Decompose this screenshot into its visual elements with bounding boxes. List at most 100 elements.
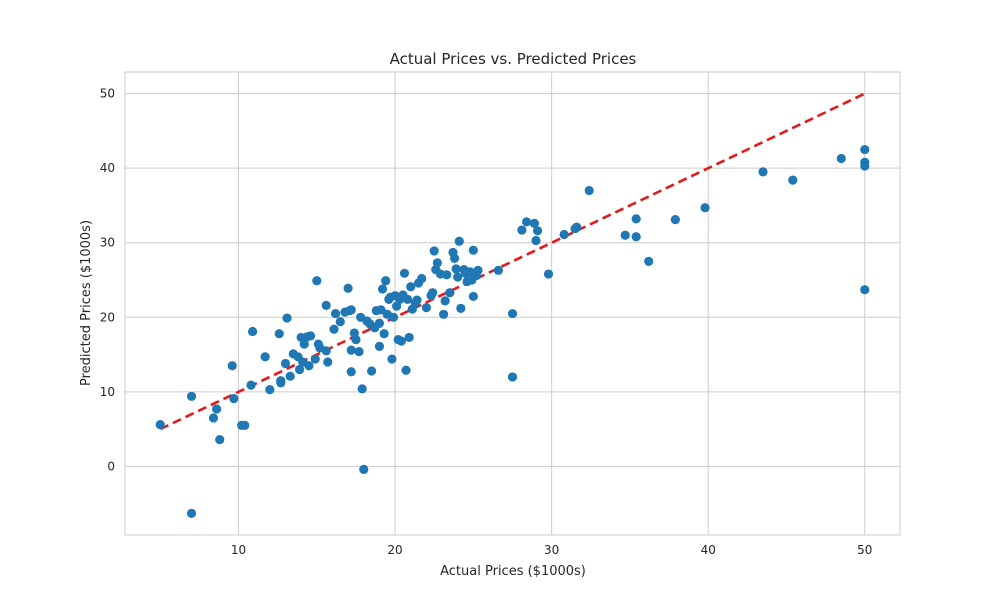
data-point bbox=[374, 318, 385, 328]
reference-line bbox=[159, 92, 866, 431]
y-tick-label: 0 bbox=[107, 459, 115, 473]
data-point bbox=[388, 312, 399, 322]
y-tick-label: 20 bbox=[100, 310, 115, 324]
data-point bbox=[449, 253, 460, 263]
data-point bbox=[354, 346, 364, 357]
data-point bbox=[343, 283, 353, 293]
data-point bbox=[240, 420, 250, 431]
data-point bbox=[432, 258, 442, 268]
data-point bbox=[440, 296, 450, 306]
data-point bbox=[532, 226, 543, 236]
data-point bbox=[310, 354, 320, 364]
data-point bbox=[374, 341, 385, 351]
data-point bbox=[248, 326, 258, 337]
data-point bbox=[543, 269, 554, 279]
data-point bbox=[631, 232, 641, 242]
data-point bbox=[351, 335, 361, 345]
data-point bbox=[227, 361, 237, 371]
data-point bbox=[456, 303, 466, 313]
data-point bbox=[559, 229, 569, 240]
x-tick-label: 40 bbox=[701, 543, 716, 557]
data-point bbox=[417, 273, 427, 284]
data-point bbox=[521, 217, 532, 227]
data-point bbox=[439, 309, 449, 319]
data-point bbox=[453, 272, 463, 282]
y-tick-label: 40 bbox=[100, 161, 115, 175]
x-tick-label: 30 bbox=[544, 543, 559, 557]
data-point bbox=[285, 371, 295, 381]
data-point bbox=[211, 404, 222, 414]
data-point bbox=[670, 215, 680, 225]
data-point bbox=[346, 345, 356, 355]
reference-line-group bbox=[159, 92, 866, 431]
data-point bbox=[335, 317, 345, 327]
data-point bbox=[215, 434, 225, 445]
data-point bbox=[186, 508, 197, 518]
data-point bbox=[357, 384, 367, 394]
y-axis-label: Predicted Prices ($1000s) bbox=[79, 220, 94, 386]
data-point bbox=[403, 294, 413, 304]
data-point bbox=[860, 144, 870, 155]
data-point bbox=[346, 305, 356, 315]
data-point bbox=[366, 366, 377, 376]
data-point bbox=[644, 256, 654, 266]
y-tick-labels: 0 10 20 30 40 50 bbox=[100, 87, 115, 474]
y-tick-label: 10 bbox=[100, 385, 115, 399]
data-point bbox=[451, 264, 461, 274]
data-point bbox=[321, 300, 331, 310]
data-point bbox=[401, 365, 411, 375]
data-point bbox=[299, 339, 309, 349]
plot-frame bbox=[124, 71, 901, 536]
data-point bbox=[758, 167, 768, 177]
data-point bbox=[377, 284, 388, 294]
data-point bbox=[584, 185, 594, 196]
data-point bbox=[529, 218, 540, 228]
data-point bbox=[265, 385, 275, 395]
data-point bbox=[531, 235, 541, 246]
data-point bbox=[507, 372, 518, 382]
data-point bbox=[387, 354, 397, 364]
data-point bbox=[186, 391, 197, 401]
data-point bbox=[442, 270, 452, 280]
y-tick-label: 50 bbox=[100, 87, 115, 101]
data-point bbox=[282, 313, 292, 323]
data-point bbox=[229, 393, 239, 404]
grid-lines bbox=[125, 72, 900, 535]
data-point bbox=[381, 276, 391, 286]
data-point bbox=[620, 230, 630, 240]
data-point bbox=[330, 308, 341, 319]
data-point bbox=[473, 265, 483, 275]
y-tick-label: 30 bbox=[100, 236, 115, 250]
data-point bbox=[323, 357, 333, 367]
data-point bbox=[399, 268, 410, 278]
data-point bbox=[321, 346, 331, 356]
data-point bbox=[379, 329, 389, 339]
x-tick-label: 10 bbox=[231, 543, 246, 557]
data-point bbox=[260, 352, 270, 362]
data-point bbox=[359, 464, 369, 474]
data-point bbox=[280, 358, 291, 369]
x-tick-label: 20 bbox=[387, 543, 402, 557]
data-point bbox=[468, 291, 478, 302]
data-point bbox=[468, 245, 478, 255]
data-point bbox=[454, 236, 464, 246]
data-point bbox=[304, 361, 314, 371]
data-point bbox=[305, 331, 316, 341]
data-point bbox=[155, 420, 165, 430]
data-point bbox=[788, 175, 798, 185]
x-axis-label: Actual Prices ($1000s) bbox=[440, 564, 586, 579]
data-point bbox=[329, 324, 339, 334]
data-point bbox=[404, 332, 414, 343]
chart-title: Actual Prices vs. Predicted Prices bbox=[390, 50, 637, 68]
data-points bbox=[155, 144, 870, 518]
data-point bbox=[406, 282, 416, 292]
data-point bbox=[346, 367, 356, 377]
data-point bbox=[396, 336, 406, 346]
data-point bbox=[246, 380, 256, 390]
data-point bbox=[276, 376, 286, 386]
data-point bbox=[572, 222, 582, 232]
data-point bbox=[445, 288, 455, 298]
data-point bbox=[428, 288, 438, 298]
data-point bbox=[429, 246, 439, 256]
